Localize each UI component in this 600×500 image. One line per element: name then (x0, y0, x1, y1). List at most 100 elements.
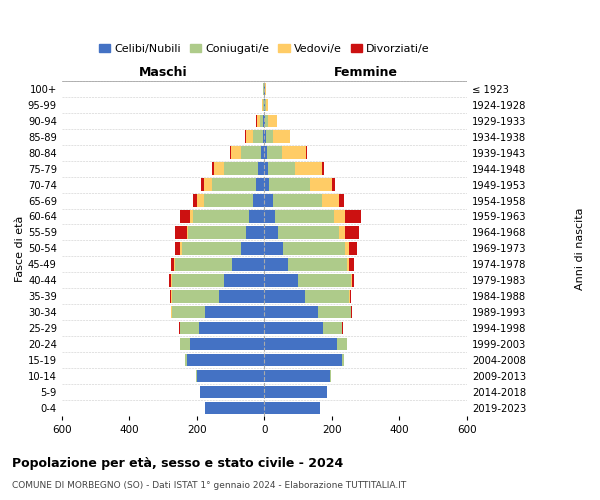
Bar (334, 210, 346, 222)
Bar (263, 130, 265, 143)
Bar (201, 178, 203, 191)
Bar (265, 226, 278, 238)
Bar (241, 242, 265, 254)
Bar (246, 226, 265, 238)
Bar (306, 146, 307, 159)
Bar (265, 194, 273, 207)
Bar (175, 258, 232, 270)
Bar (265, 322, 323, 334)
Bar (205, 402, 265, 414)
Bar (275, 210, 334, 222)
Text: COMUNE DI MORBEGNO (SO) - Dati ISTAT 1° gennaio 2024 - Elaborazione TUTTITALIA.I: COMUNE DI MORBEGNO (SO) - Dati ISTAT 1° … (12, 481, 406, 490)
Bar (256, 178, 265, 191)
Bar (338, 226, 346, 238)
Bar (245, 130, 246, 143)
Bar (224, 274, 265, 286)
Text: Popolazione per età, sesso e stato civile - 2024: Popolazione per età, sesso e stato civil… (12, 458, 343, 470)
Bar (197, 194, 203, 207)
Bar (185, 354, 187, 366)
Bar (338, 194, 344, 207)
Text: Femmine: Femmine (334, 66, 398, 79)
Bar (172, 274, 224, 286)
Y-axis label: Anni di nascita: Anni di nascita (575, 207, 585, 290)
Bar (199, 322, 265, 334)
Bar (265, 402, 320, 414)
Bar (241, 146, 261, 159)
Bar (273, 194, 322, 207)
Bar (323, 322, 342, 334)
Bar (172, 290, 219, 302)
Bar (214, 162, 224, 175)
Bar (346, 210, 361, 222)
Bar (261, 146, 265, 159)
Bar (346, 242, 349, 254)
Bar (169, 274, 171, 286)
Bar (180, 322, 199, 334)
Bar (212, 178, 256, 191)
Bar (337, 338, 347, 350)
Bar (298, 274, 350, 286)
Bar (332, 178, 335, 191)
Bar (347, 258, 349, 270)
Bar (171, 258, 174, 270)
Bar (319, 306, 350, 318)
Bar (265, 178, 269, 191)
Bar (170, 306, 171, 318)
Bar (180, 242, 182, 254)
Bar (349, 242, 357, 254)
Bar (180, 210, 190, 222)
Bar (246, 130, 253, 143)
Bar (268, 114, 277, 127)
Bar (190, 210, 193, 222)
Bar (260, 114, 263, 127)
Bar (265, 290, 305, 302)
Bar (253, 194, 265, 207)
Bar (265, 114, 268, 127)
Bar (349, 290, 350, 302)
Bar (265, 354, 342, 366)
Bar (193, 210, 249, 222)
Bar (172, 306, 205, 318)
Bar (257, 114, 260, 127)
Bar (265, 258, 288, 270)
Bar (175, 242, 180, 254)
Bar (350, 290, 351, 302)
Bar (346, 226, 359, 238)
Bar (265, 242, 283, 254)
Bar (265, 386, 327, 398)
Bar (219, 290, 265, 302)
Bar (310, 178, 332, 191)
Bar (265, 370, 330, 382)
Bar (171, 274, 172, 286)
Bar (265, 210, 275, 222)
Bar (273, 130, 290, 143)
Bar (190, 338, 265, 350)
Bar (197, 370, 265, 382)
Bar (351, 306, 352, 318)
Bar (212, 162, 214, 175)
Bar (322, 194, 338, 207)
Bar (182, 242, 241, 254)
Bar (253, 130, 263, 143)
Bar (342, 354, 344, 366)
Bar (263, 114, 265, 127)
Bar (268, 162, 295, 175)
Bar (265, 162, 268, 175)
Bar (170, 290, 171, 302)
Bar (278, 226, 338, 238)
Bar (267, 146, 282, 159)
Bar (265, 146, 267, 159)
Legend: Celibi/Nubili, Coniugati/e, Vedovi/e, Divorziati/e: Celibi/Nubili, Coniugati/e, Vedovi/e, Di… (94, 40, 434, 58)
Bar (305, 290, 349, 302)
Bar (263, 82, 264, 95)
Bar (196, 370, 197, 382)
Bar (265, 98, 266, 111)
Bar (180, 338, 190, 350)
Bar (187, 226, 188, 238)
Bar (350, 274, 352, 286)
Bar (349, 258, 354, 270)
Bar (262, 98, 263, 111)
Bar (174, 258, 175, 270)
Y-axis label: Fasce di età: Fasce di età (15, 215, 25, 282)
Bar (232, 258, 265, 270)
